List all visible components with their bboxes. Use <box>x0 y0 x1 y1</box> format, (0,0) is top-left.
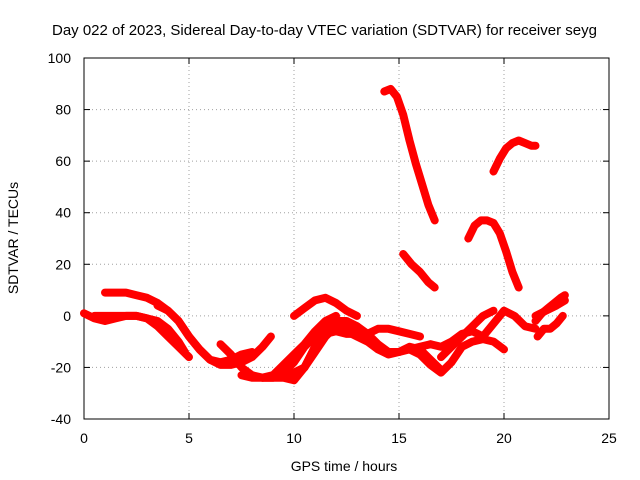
grid-lines <box>84 58 609 419</box>
y-tick-label: 100 <box>48 50 72 66</box>
x-axis-label: GPS time / hours <box>291 458 398 474</box>
series-arc-19 <box>489 136 540 176</box>
series-arc-4 <box>153 301 275 369</box>
series-arc-2 <box>90 311 193 362</box>
y-tick-label: 60 <box>55 153 71 169</box>
y-tick-label: 20 <box>55 256 71 272</box>
series-arc-16 <box>426 306 540 351</box>
chart-title: Day 022 of 2023, Sidereal Day-to-day VTE… <box>52 22 597 39</box>
series-arc-5 <box>216 317 361 382</box>
y-tick-label: 80 <box>55 102 71 118</box>
data-series <box>80 84 569 385</box>
x-tick-label: 5 <box>185 430 193 446</box>
x-tick-label: 0 <box>80 430 88 446</box>
series-arc-15 <box>405 335 508 377</box>
x-tick-label: 20 <box>496 430 512 446</box>
series-arc-6 <box>237 311 340 382</box>
series-arc-12 <box>342 319 424 341</box>
y-axis-label: SDTVAR / TECUs <box>5 182 21 294</box>
series-arc-17 <box>437 306 498 362</box>
x-tick-label: 25 <box>601 430 617 446</box>
x-tick-label: 15 <box>391 430 407 446</box>
y-tick-label: -20 <box>51 359 71 375</box>
series-arc-14 <box>399 250 439 292</box>
series-arc-22 <box>531 296 569 320</box>
y-tick-label: -40 <box>51 411 71 427</box>
series-arc-9 <box>290 293 361 320</box>
y-tick-label: 0 <box>63 308 71 324</box>
y-tick-label: 40 <box>55 205 71 221</box>
x-tick-label: 10 <box>286 430 302 446</box>
axis-ticks: 0 5 10 15 20 25 -40 -20 0 20 40 60 80 100 <box>48 50 617 446</box>
plot-frame <box>83 57 610 420</box>
series-arc-13 <box>380 84 439 225</box>
series-arc-18 <box>464 216 523 292</box>
series-arc-21 <box>533 311 567 341</box>
